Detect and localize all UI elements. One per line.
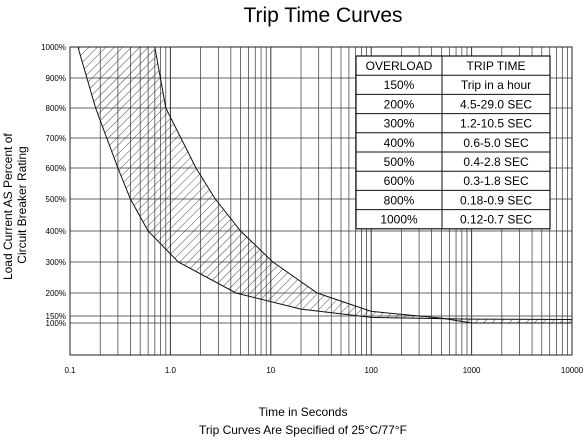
- table-cell-overload: 200%: [384, 97, 415, 111]
- footnote: Trip Curves Are Specified of 25°C/77°F: [199, 423, 407, 437]
- y-tick-label: 400%: [46, 227, 66, 236]
- lower-trip-curve: [77, 47, 572, 320]
- upper-trip-curve: [154, 47, 572, 324]
- table-cell-overload: 600%: [384, 174, 415, 188]
- table-cell-trip-time: 0.12-0.7 SEC: [460, 213, 532, 227]
- trip-time-table: OVERLOAD TRIP TIME 150% Trip in a hour 200% 4…: [355, 55, 551, 230]
- table-cell-overload: 800%: [384, 193, 415, 207]
- table-cell-trip-time: 0.6-5.0 SEC: [463, 136, 529, 150]
- table-cell-overload: 400%: [384, 136, 415, 150]
- y-tick-label: 600%: [46, 164, 66, 173]
- x-tick-label: 0.1: [64, 366, 76, 375]
- band-layer: [77, 47, 572, 324]
- table-cell-trip-time: Trip in a hour: [461, 78, 531, 92]
- x-tick-label: 10: [266, 366, 275, 375]
- x-tick-labels: 0.1 1.0 10 100 1000 10000: [64, 366, 583, 375]
- trip-band-area: [77, 47, 572, 323]
- table-cell-overload: 500%: [384, 155, 415, 169]
- table-header-overload: OVERLOAD: [366, 59, 433, 73]
- y-axis-label-line-2: Circuit Breaker Rating: [15, 146, 29, 263]
- y-tick-label: 700%: [46, 134, 66, 143]
- x-axis-label: Time in Seconds: [259, 405, 348, 419]
- table-cell-trip-time: 0.3-1.8 SEC: [463, 174, 529, 188]
- y-tick-labels: 100%150% 200% 300% 400% 500% 600% 700% 800% 900%…: [41, 43, 66, 328]
- x-tick-label: 10000: [561, 366, 584, 375]
- table-cell-overload: 150%: [384, 78, 415, 92]
- y-tick-label: 500%: [46, 195, 66, 204]
- table-header-trip-time: TRIP TIME: [467, 59, 526, 73]
- y-axis-label: Load Current AS Percent of Circuit Break…: [1, 130, 29, 280]
- table-cell-trip-time: 0.18-0.9 SEC: [460, 193, 532, 207]
- table-cell-trip-time: 4.5-29.0 SEC: [460, 97, 532, 111]
- y-tick-label: 900%: [46, 74, 66, 83]
- y-tick-label: 100%: [46, 319, 66, 328]
- table-cell-trip-time: 0.4-2.8 SEC: [463, 155, 529, 169]
- table-frame: [355, 55, 551, 230]
- y-tick-label: 1000%: [41, 43, 66, 52]
- y-tick-label: 200%: [46, 289, 66, 298]
- table-cell-overload: 300%: [384, 117, 415, 131]
- table-cell-overload: 1000%: [380, 213, 418, 227]
- x-tick-label: 1.0: [165, 366, 177, 375]
- y-tick-label: 300%: [46, 258, 66, 267]
- plot-frame: [69, 46, 573, 356]
- y-axis-label-line-1: Load Current AS Percent of: [1, 133, 15, 280]
- table-cell-trip-time: 1.2-10.5 SEC: [460, 117, 532, 131]
- y-tick-label: 800%: [46, 104, 66, 113]
- x-tick-label: 100: [365, 366, 379, 375]
- y-tick-label: 150%: [46, 312, 66, 321]
- x-tick-label: 1000: [463, 366, 481, 375]
- chart-title: Trip Time Curves: [243, 4, 402, 27]
